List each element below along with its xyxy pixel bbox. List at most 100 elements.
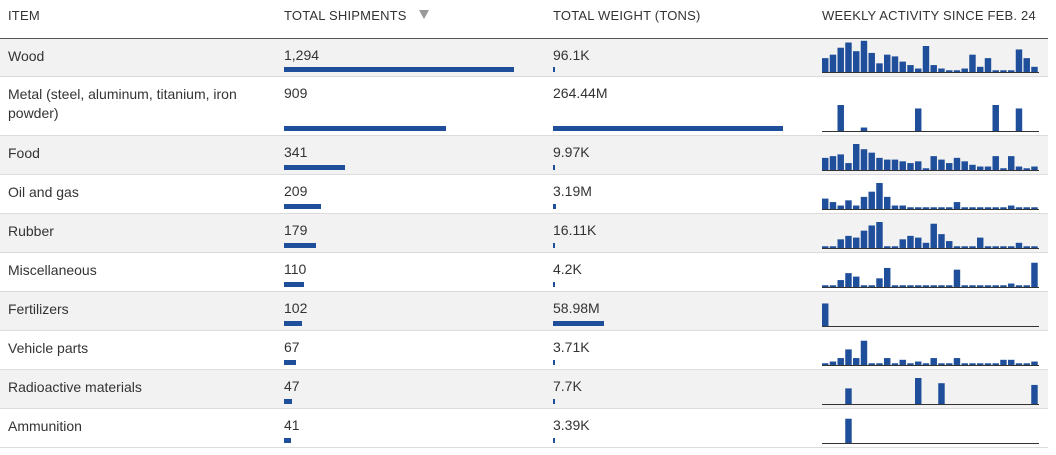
sparkline-bar xyxy=(922,242,930,248)
sparkline-bar xyxy=(853,358,860,365)
sparkline-bar xyxy=(922,363,930,365)
sparkline-bar xyxy=(930,285,937,287)
shipments-value: 179 xyxy=(284,222,308,238)
sparkline-bar xyxy=(829,202,837,209)
sparkline-bar xyxy=(860,127,868,131)
sparkline-bar xyxy=(915,285,922,287)
sparkline-bar xyxy=(1000,285,1007,287)
sparkline-bar xyxy=(907,163,914,170)
item-label: Wood xyxy=(8,48,45,64)
sparkline-bar xyxy=(907,65,914,72)
item-label: Food xyxy=(8,145,40,161)
sparkline-bar xyxy=(829,361,837,365)
sparkline-bar xyxy=(845,418,852,443)
shipments-bar xyxy=(284,243,316,248)
sparkline-bar xyxy=(876,183,883,209)
sparkline-bar xyxy=(1031,246,1038,248)
sparkline-bar xyxy=(953,202,961,209)
sparkline-bar xyxy=(884,196,891,209)
sparkline-bar xyxy=(946,285,953,287)
sparkline-bar xyxy=(868,152,875,170)
weekly-activity-sparkline xyxy=(822,183,1039,210)
sparkline-bar xyxy=(938,68,945,72)
sparkline-bar xyxy=(1000,70,1007,72)
table-row: Rubber 179 16.11K xyxy=(0,214,1048,253)
sparkline-bar xyxy=(860,340,868,365)
sparkline-bar xyxy=(891,56,899,72)
sparkline-bar xyxy=(891,363,899,365)
weekly-activity-sparkline xyxy=(822,262,1039,288)
sparkline-bar xyxy=(884,358,891,365)
sparkline-bar xyxy=(899,161,906,170)
sparkline-bar xyxy=(853,237,860,248)
sparkline-bar xyxy=(1008,70,1015,72)
table-row: Fertilizers 102 58.98M xyxy=(0,292,1048,331)
sparkline-bar xyxy=(984,363,992,365)
sparkline-bar xyxy=(899,61,906,72)
sparkline-bar xyxy=(1023,363,1030,365)
sparkline-bar xyxy=(1000,359,1007,365)
sparkline-bar xyxy=(969,164,976,170)
sparkline-bar xyxy=(930,207,937,209)
weekly-activity-sparkline xyxy=(822,378,1039,405)
shipments-value: 909 xyxy=(284,85,308,101)
sparkline-bar xyxy=(884,246,891,248)
sparkline-bar xyxy=(930,156,937,170)
sparkline-bar xyxy=(907,285,914,287)
sparkline-bar xyxy=(1015,49,1023,72)
item-label: Radioactive materials xyxy=(8,379,142,395)
sparkline-bar xyxy=(891,246,899,248)
weekly-activity-sparkline xyxy=(822,222,1039,249)
header-total-weight[interactable]: TOTAL WEIGHT (TONS) xyxy=(553,8,701,23)
weekly-activity-sparkline xyxy=(822,40,1039,73)
shipments-value: 102 xyxy=(284,300,308,316)
sparkline-bar xyxy=(922,285,930,287)
shipments-value: 341 xyxy=(284,144,308,160)
item-label: Rubber xyxy=(8,223,54,239)
sparkline-bar xyxy=(953,157,961,170)
item-label: Fertilizers xyxy=(8,301,69,317)
sparkline-bar xyxy=(845,349,852,365)
sparkline-bar xyxy=(938,234,945,248)
weight-value: 7.7K xyxy=(553,378,582,394)
sparkline-bar xyxy=(1015,285,1023,287)
weight-value: 4.2K xyxy=(553,261,582,277)
item-label: Metal (steel, aluminum, titanium, iron p… xyxy=(8,86,237,121)
sparkline-bar xyxy=(829,156,837,170)
shipments-value: 1,294 xyxy=(284,47,320,63)
weekly-activity-sparkline xyxy=(822,340,1039,366)
sparkline-bar xyxy=(961,207,968,209)
sparkline-bar xyxy=(907,363,914,365)
sparkline-bar xyxy=(829,246,837,248)
sparkline-bar xyxy=(1000,207,1007,209)
sparkline-bar xyxy=(961,285,968,287)
shipments-bar xyxy=(284,204,322,209)
sparkline-bar xyxy=(984,166,992,170)
sparkline-bar xyxy=(977,207,984,209)
header-item[interactable]: ITEM xyxy=(8,8,40,23)
sparkline-bar xyxy=(837,358,844,365)
sparkline-bar xyxy=(915,161,922,170)
weight-bar xyxy=(553,438,555,443)
header-total-shipments[interactable]: TOTAL SHIPMENTS xyxy=(284,8,429,23)
sparkline-bar xyxy=(822,303,829,326)
sparkline-bar xyxy=(946,241,953,248)
sparkline-bar xyxy=(961,68,968,72)
sparkline-bar xyxy=(938,159,945,170)
sparkline-bar xyxy=(938,285,945,287)
sparkline-bar xyxy=(992,246,999,248)
sparkline-bar xyxy=(1031,361,1038,365)
sparkline-bar xyxy=(1008,283,1015,287)
weight-bar xyxy=(553,126,783,131)
sparkline-bar xyxy=(915,108,922,131)
sparkline-bar xyxy=(837,205,844,209)
sparkline-bar xyxy=(984,285,992,287)
sort-descending-icon[interactable] xyxy=(418,10,429,19)
sparkline-bar xyxy=(837,280,844,287)
sparkline-bar xyxy=(977,285,984,287)
sparkline-bar xyxy=(868,225,875,248)
sparkline-bar xyxy=(899,359,906,365)
sparkline-bar xyxy=(1015,363,1023,365)
sparkline-bar xyxy=(938,383,945,404)
sparkline-bar xyxy=(984,58,992,72)
